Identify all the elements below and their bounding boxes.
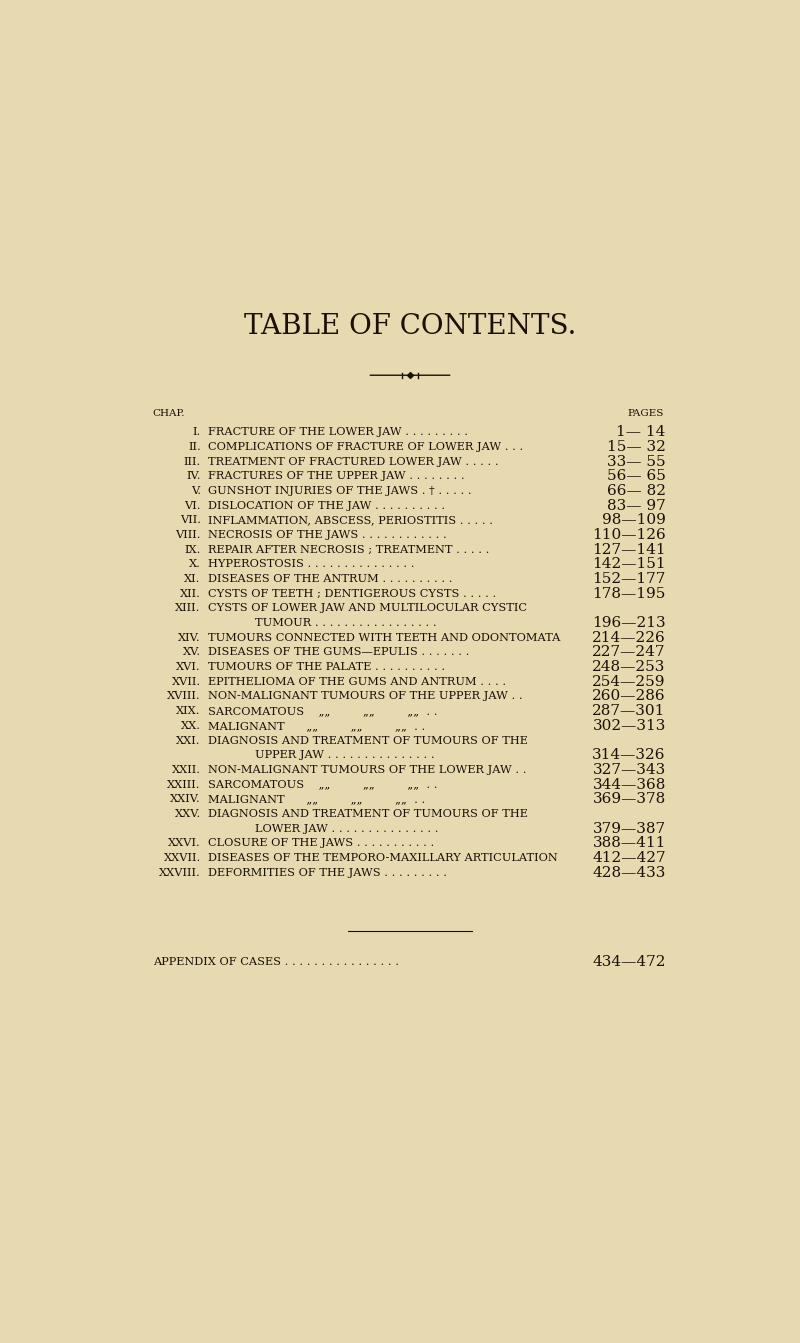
Text: 388—411: 388—411 xyxy=(592,837,666,850)
Text: 248—253: 248—253 xyxy=(592,661,666,674)
Text: TUMOUR . . . . . . . . . . . . . . . . .: TUMOUR . . . . . . . . . . . . . . . . . xyxy=(255,618,437,629)
Text: XIII.: XIII. xyxy=(175,603,201,614)
Text: 56— 65: 56— 65 xyxy=(607,469,666,483)
Text: TUMOURS OF THE PALATE . . . . . . . . . .: TUMOURS OF THE PALATE . . . . . . . . . … xyxy=(209,662,446,672)
Text: 344—368: 344—368 xyxy=(592,778,666,791)
Text: DISLOCATION OF THE JAW . . . . . . . . . .: DISLOCATION OF THE JAW . . . . . . . . .… xyxy=(209,501,446,510)
Text: XXI.: XXI. xyxy=(176,736,201,745)
Text: XXIV.: XXIV. xyxy=(170,794,201,804)
Text: 178—195: 178—195 xyxy=(592,587,666,600)
Text: LOWER JAW . . . . . . . . . . . . . . .: LOWER JAW . . . . . . . . . . . . . . . xyxy=(255,823,438,834)
Text: 428—433: 428—433 xyxy=(592,866,666,880)
Text: XXVII.: XXVII. xyxy=(163,853,201,864)
Text: 227—247: 227—247 xyxy=(592,646,666,659)
Text: HYPEROSTOSIS . . . . . . . . . . . . . . .: HYPEROSTOSIS . . . . . . . . . . . . . .… xyxy=(209,559,415,569)
Text: XXII.: XXII. xyxy=(172,766,201,775)
Text: 15— 32: 15— 32 xyxy=(607,441,666,454)
Text: XV.: XV. xyxy=(182,647,201,658)
Text: INFLAMMATION, ABSCESS, PERIOSTITIS . . . . .: INFLAMMATION, ABSCESS, PERIOSTITIS . . .… xyxy=(209,516,494,525)
Text: EPITHELIOMA OF THE GUMS AND ANTRUM . . . .: EPITHELIOMA OF THE GUMS AND ANTRUM . . .… xyxy=(209,677,506,686)
Text: 98—109: 98—109 xyxy=(602,513,666,528)
Text: DIAGNOSIS AND TREATMENT OF TUMOURS OF THE: DIAGNOSIS AND TREATMENT OF TUMOURS OF TH… xyxy=(209,736,528,745)
Text: 369—378: 369—378 xyxy=(593,792,666,806)
Text: II.: II. xyxy=(188,442,201,451)
Text: VIII.: VIII. xyxy=(175,530,201,540)
Text: CLOSURE OF THE JAWS . . . . . . . . . . .: CLOSURE OF THE JAWS . . . . . . . . . . … xyxy=(209,838,434,849)
Text: 327—343: 327—343 xyxy=(593,763,666,776)
Text: 66— 82: 66— 82 xyxy=(606,483,666,498)
Text: GUNSHOT INJURIES OF THE JAWS . † . . . . .: GUNSHOT INJURIES OF THE JAWS . † . . . .… xyxy=(209,486,472,496)
Text: FRACTURE OF THE LOWER JAW . . . . . . . . .: FRACTURE OF THE LOWER JAW . . . . . . . … xyxy=(209,427,469,438)
Text: REPAIR AFTER NECROSIS ; TREATMENT . . . . .: REPAIR AFTER NECROSIS ; TREATMENT . . . … xyxy=(209,545,490,555)
Text: XXIII.: XXIII. xyxy=(167,779,201,790)
Text: 302—313: 302—313 xyxy=(592,719,666,733)
Text: XVI.: XVI. xyxy=(176,662,201,672)
Text: III.: III. xyxy=(183,457,201,466)
Text: APPENDIX OF CASES . . . . . . . . . . . . . . . .: APPENDIX OF CASES . . . . . . . . . . . … xyxy=(153,958,398,967)
Text: XX.: XX. xyxy=(181,721,201,731)
Text: XIV.: XIV. xyxy=(178,633,201,643)
Text: DISEASES OF THE TEMPORO-MAXILLARY ARTICULATION: DISEASES OF THE TEMPORO-MAXILLARY ARTICU… xyxy=(209,853,558,864)
Text: UPPER JAW . . . . . . . . . . . . . . .: UPPER JAW . . . . . . . . . . . . . . . xyxy=(255,751,434,760)
Text: 214—226: 214—226 xyxy=(592,631,666,645)
Text: 142—151: 142—151 xyxy=(592,557,666,571)
Text: 110—126: 110—126 xyxy=(592,528,666,543)
Text: COMPLICATIONS OF FRACTURE OF LOWER JAW . . .: COMPLICATIONS OF FRACTURE OF LOWER JAW .… xyxy=(209,442,524,451)
Text: 379—387: 379—387 xyxy=(593,822,666,835)
Text: XXV.: XXV. xyxy=(174,808,201,819)
Text: XII.: XII. xyxy=(180,588,201,599)
Text: FRACTURES OF THE UPPER JAW . . . . . . . .: FRACTURES OF THE UPPER JAW . . . . . . .… xyxy=(209,471,465,481)
Text: 152—177: 152—177 xyxy=(592,572,666,586)
Text: IV.: IV. xyxy=(186,471,201,481)
Text: XVII.: XVII. xyxy=(172,677,201,686)
Text: V.: V. xyxy=(190,486,201,496)
Text: I.: I. xyxy=(193,427,201,438)
Text: DEFORMITIES OF THE JAWS . . . . . . . . .: DEFORMITIES OF THE JAWS . . . . . . . . … xyxy=(209,868,447,877)
Text: SARCOMATOUS    „„         „„         „„  . .: SARCOMATOUS „„ „„ „„ . . xyxy=(209,706,438,716)
Text: 412—427: 412—427 xyxy=(592,851,666,865)
Text: VI.: VI. xyxy=(184,501,201,510)
Text: XVIII.: XVIII. xyxy=(167,692,201,701)
Text: DIAGNOSIS AND TREATMENT OF TUMOURS OF THE: DIAGNOSIS AND TREATMENT OF TUMOURS OF TH… xyxy=(209,808,528,819)
Text: 33— 55: 33— 55 xyxy=(607,454,666,469)
Text: XXVIII.: XXVIII. xyxy=(159,868,201,877)
Text: MALIGNANT      „„         „„         „„  . .: MALIGNANT „„ „„ „„ . . xyxy=(209,721,426,731)
Text: CHAP.: CHAP. xyxy=(153,410,185,418)
Text: 314—326: 314—326 xyxy=(592,748,666,763)
Text: 196—213: 196—213 xyxy=(592,616,666,630)
Text: XIX.: XIX. xyxy=(176,706,201,716)
Text: TUMOURS CONNECTED WITH TEETH AND ODONTOMATA: TUMOURS CONNECTED WITH TEETH AND ODONTOM… xyxy=(209,633,561,643)
Text: 83— 97: 83— 97 xyxy=(607,498,666,513)
Text: 1— 14: 1— 14 xyxy=(616,426,666,439)
Text: TREATMENT OF FRACTURED LOWER JAW . . . . .: TREATMENT OF FRACTURED LOWER JAW . . . .… xyxy=(209,457,499,466)
Text: XXVI.: XXVI. xyxy=(168,838,201,849)
Text: CYSTS OF TEETH ; DENTIGEROUS CYSTS . . . . .: CYSTS OF TEETH ; DENTIGEROUS CYSTS . . .… xyxy=(209,588,497,599)
Text: NON-MALIGNANT TUMOURS OF THE UPPER JAW . .: NON-MALIGNANT TUMOURS OF THE UPPER JAW .… xyxy=(209,692,523,701)
Text: 127—141: 127—141 xyxy=(592,543,666,556)
Text: CYSTS OF LOWER JAW AND MULTILOCULAR CYSTIC: CYSTS OF LOWER JAW AND MULTILOCULAR CYST… xyxy=(209,603,527,614)
Text: MALIGNANT      „„         „„         „„  . .: MALIGNANT „„ „„ „„ . . xyxy=(209,794,426,804)
Text: 260—286: 260—286 xyxy=(592,689,666,704)
Text: PAGES: PAGES xyxy=(628,410,664,418)
Text: NECROSIS OF THE JAWS . . . . . . . . . . . .: NECROSIS OF THE JAWS . . . . . . . . . .… xyxy=(209,530,447,540)
Text: 434—472: 434—472 xyxy=(592,955,666,968)
Text: DISEASES OF THE ANTRUM . . . . . . . . . .: DISEASES OF THE ANTRUM . . . . . . . . .… xyxy=(209,573,453,584)
Text: NON-MALIGNANT TUMOURS OF THE LOWER JAW . .: NON-MALIGNANT TUMOURS OF THE LOWER JAW .… xyxy=(209,766,527,775)
Text: X.: X. xyxy=(189,559,201,569)
Text: 287—301: 287—301 xyxy=(592,704,666,719)
Text: XI.: XI. xyxy=(184,573,201,584)
Text: VII.: VII. xyxy=(180,516,201,525)
Text: 254—259: 254—259 xyxy=(592,674,666,689)
Text: DISEASES OF THE GUMS—EPULIS . . . . . . .: DISEASES OF THE GUMS—EPULIS . . . . . . … xyxy=(209,647,470,658)
Text: IX.: IX. xyxy=(184,545,201,555)
Text: TABLE OF CONTENTS.: TABLE OF CONTENTS. xyxy=(244,313,576,340)
Text: SARCOMATOUS    „„         „„         „„  . .: SARCOMATOUS „„ „„ „„ . . xyxy=(209,779,438,790)
